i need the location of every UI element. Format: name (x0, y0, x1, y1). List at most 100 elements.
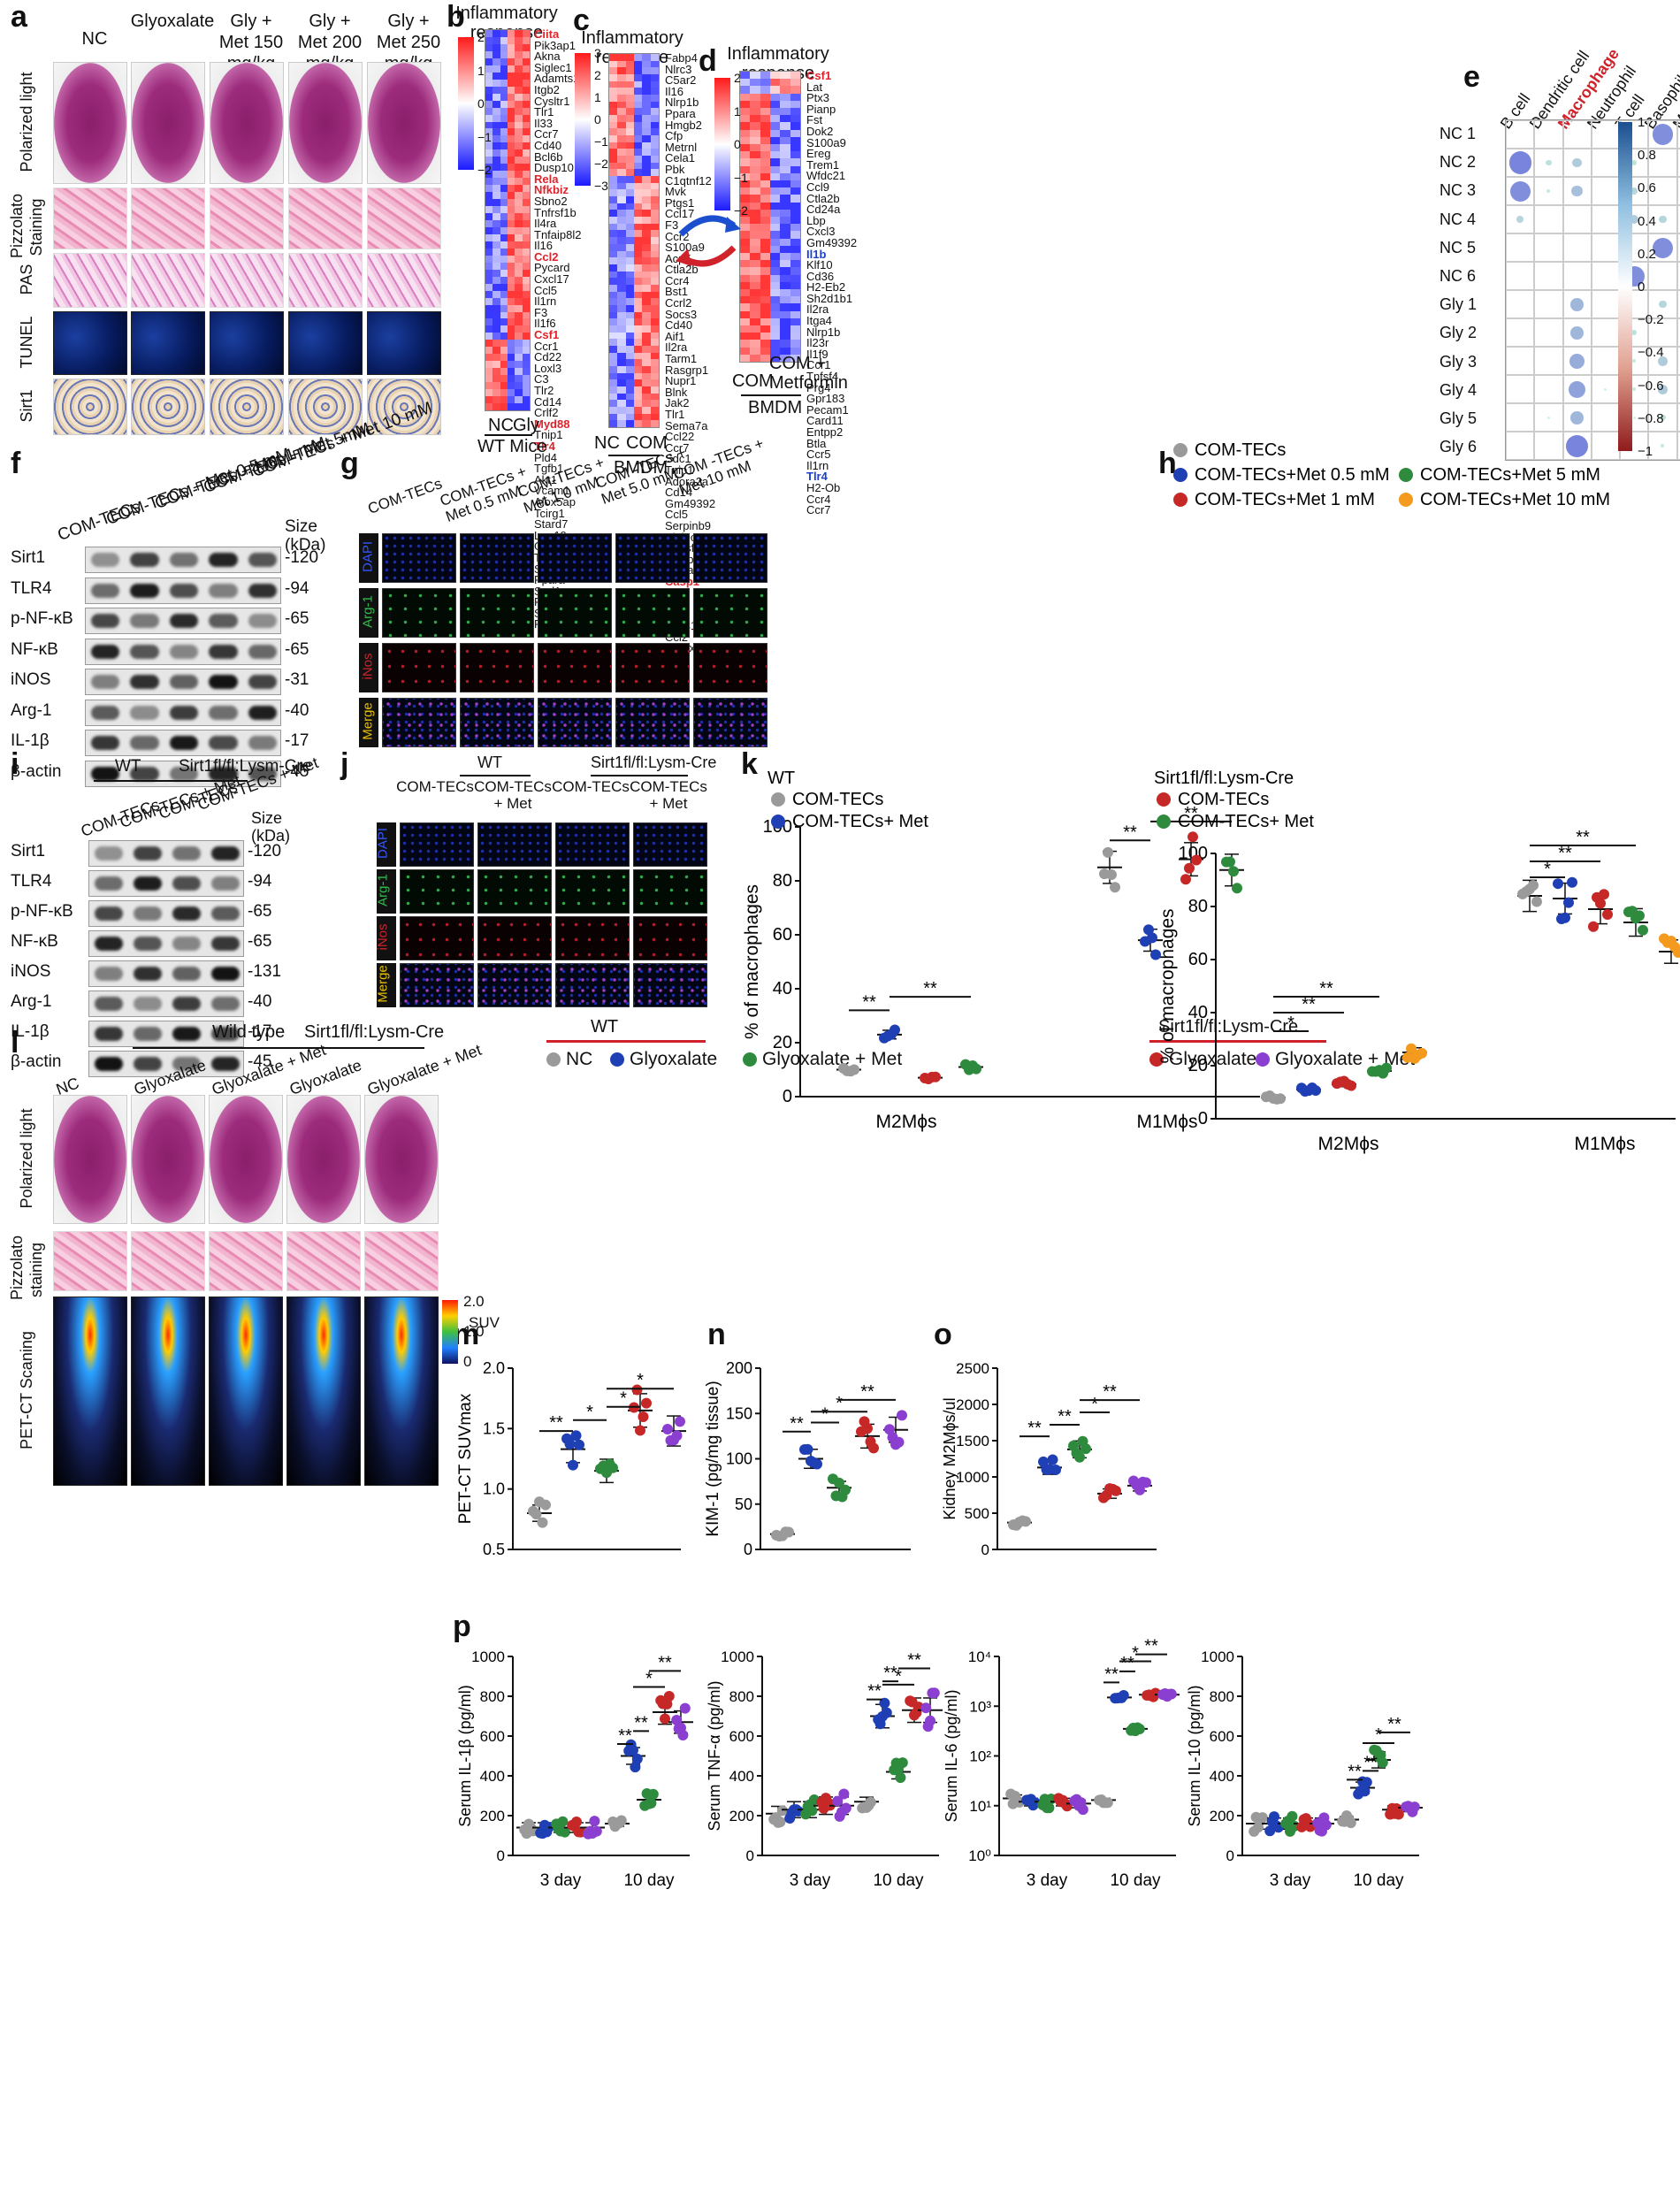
heatmap-cell (750, 267, 760, 275)
j-fluor-image (555, 916, 630, 960)
heatmap-cell (760, 122, 770, 130)
heatmap-cell (750, 79, 760, 87)
heatmap-cell (760, 100, 770, 108)
heatmap-cell (507, 185, 515, 193)
heatmap-cell (625, 230, 634, 238)
heatmap-cell (650, 128, 659, 136)
gene-label: Ccl2 (534, 249, 559, 264)
data-point (884, 1424, 895, 1435)
data-point (1269, 1811, 1279, 1823)
heatmap-cell (790, 100, 800, 108)
heatmap-cell (485, 361, 493, 369)
y-tick-label: 10⁴ (968, 1648, 991, 1665)
gene-label: Tlr1 (665, 408, 685, 421)
g-fluor-image (615, 643, 690, 692)
gene-label: Entpp2 (806, 425, 844, 439)
heatmap-cell (625, 108, 634, 116)
blot-band (209, 614, 238, 628)
e-cell (1676, 120, 1680, 149)
j-group-ko: Sirt1fl/fl:Lysm-Cre (591, 753, 717, 771)
f-blot-size: -65 (285, 609, 309, 628)
a-condition-label: Glyoxalate (130, 11, 215, 31)
heatmap-cell (769, 187, 781, 195)
f-blot-size: -94 (285, 578, 309, 598)
heatmap-cell (485, 121, 493, 129)
heatmap-cell (769, 317, 781, 325)
gene-label: Csf1 (806, 69, 832, 82)
heatmap-cell (515, 72, 523, 80)
heatmap-cell (625, 121, 634, 129)
heatmap-cell (790, 252, 800, 261)
gene-label: Myd88 (534, 417, 570, 431)
heatmap-cell (642, 101, 651, 109)
gene-label: Il4ra (534, 217, 557, 231)
heatmap-cell (650, 365, 659, 373)
heatmap-cell (507, 297, 515, 305)
data-point (1377, 1757, 1388, 1769)
d-scale-tick: 2 (734, 71, 741, 85)
heatmap-cell (493, 248, 500, 256)
heatmap-cell (650, 54, 659, 61)
heatmap-cell (740, 143, 751, 152)
heatmap-cell (493, 185, 500, 193)
heatmap-cell (522, 248, 530, 256)
gene-label: Lat (806, 80, 823, 94)
y-tick-label: 800 (480, 1688, 505, 1705)
heatmap-cell (790, 325, 800, 333)
heatmap-cell (493, 178, 500, 186)
heatmap-cell (609, 80, 618, 88)
y-tick-label: 400 (480, 1768, 505, 1785)
heatmap-cell (493, 50, 500, 58)
data-point (615, 1815, 627, 1826)
e-cell (1506, 262, 1535, 291)
data-point (1553, 878, 1563, 890)
x-category-label: 10 day (623, 1871, 675, 1890)
heatmap-cell (522, 86, 530, 94)
heatmap-cell (633, 243, 643, 251)
heatmap-cell (617, 230, 626, 238)
i-blot-size: -45 (248, 1052, 272, 1071)
heatmap-cell (485, 100, 493, 108)
f-blot-size: -40 (285, 700, 309, 720)
i-blot-row (88, 960, 244, 987)
heatmap-cell (780, 143, 790, 152)
gene-label: Ccl5 (534, 283, 558, 297)
k-ko-label: Sirt1fl/fl:Lysm-Cre (1154, 769, 1294, 788)
heatmap-cell (522, 50, 530, 58)
gene-label: H2-Ob (806, 480, 841, 494)
blot-band (91, 644, 120, 659)
e-dot (1630, 187, 1638, 195)
y-tick-label: 200 (729, 1808, 754, 1824)
heatmap-cell (740, 136, 751, 144)
heatmap-cell (515, 220, 523, 227)
heatmap-cell (642, 278, 651, 285)
e-cell (1506, 318, 1535, 348)
heatmap-cell (790, 216, 800, 225)
blot-band (169, 553, 199, 567)
data-point (1184, 862, 1195, 874)
heatmap-cell (493, 375, 500, 383)
j-fluor-image (477, 963, 552, 1007)
heatmap-cell (650, 217, 659, 224)
heatmap-cell (750, 288, 760, 297)
sig-label: * (586, 1403, 593, 1422)
heatmap-cell (515, 213, 523, 220)
blot-band (169, 736, 199, 750)
gene-label: F3 (665, 218, 679, 232)
heatmap-cell (760, 107, 770, 116)
data-point (1346, 1080, 1356, 1091)
heatmap-cell (609, 243, 618, 251)
heatmap-cell (650, 359, 659, 366)
heatmap-cell (760, 310, 770, 318)
c-group-com: COM (626, 433, 668, 453)
e-sample-label: Gly 2 (1439, 324, 1478, 342)
heatmap-cell (507, 389, 515, 397)
heatmap-cell (750, 86, 760, 94)
heatmap-cell (515, 50, 523, 58)
heatmap-cell (522, 100, 530, 108)
heatmap-cell (515, 389, 523, 397)
heatmap-cell (485, 86, 493, 94)
g-row-tab (359, 643, 378, 692)
heatmap-cell (522, 142, 530, 150)
sirt1-image (131, 379, 205, 435)
